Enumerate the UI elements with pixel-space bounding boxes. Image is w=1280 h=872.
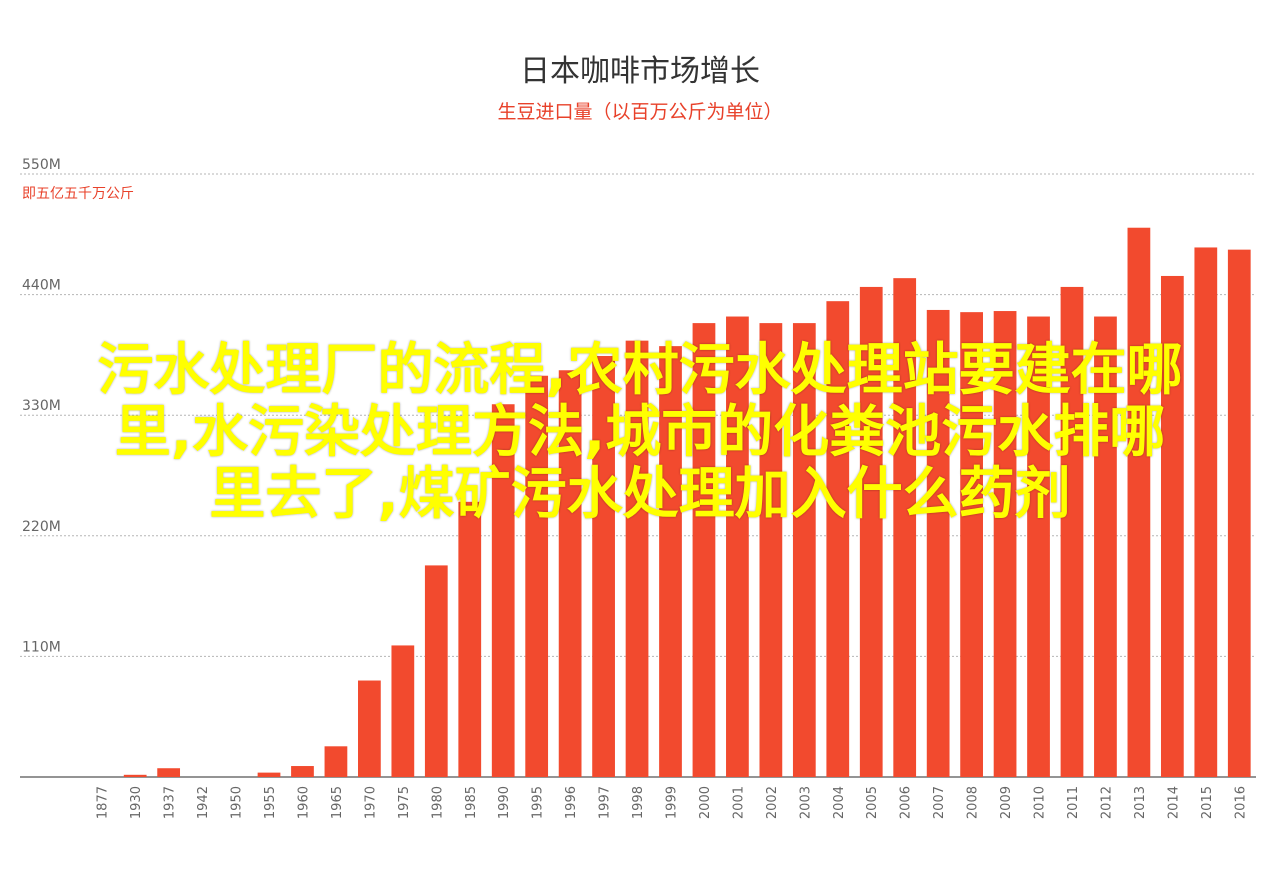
bar-2014 <box>1160 275 1184 777</box>
bar-2016 <box>1227 249 1251 777</box>
x-tick-label: 2004 <box>832 786 847 819</box>
bar-2001 <box>726 316 749 777</box>
bar-1975 <box>391 645 415 777</box>
bar-1955 <box>257 772 281 777</box>
x-tick-label: 1975 <box>397 786 412 819</box>
x-tick-label: 1942 <box>196 786 211 819</box>
x-tick-label: 1955 <box>263 786 278 819</box>
bar-1998 <box>625 340 649 777</box>
x-tick-label: 2000 <box>698 786 713 819</box>
bar-2006 <box>893 278 917 777</box>
y-tick-label: 440M <box>22 278 61 294</box>
bars <box>123 227 1251 778</box>
bar-1965 <box>324 746 348 777</box>
bar-2012 <box>1094 316 1117 777</box>
bar-2009 <box>993 311 1017 777</box>
x-tick-label: 2016 <box>1233 786 1248 819</box>
bar-2003 <box>792 323 816 777</box>
bar-1930 <box>123 774 147 777</box>
x-tick-label: 1970 <box>363 786 378 819</box>
bar-2013 <box>1127 227 1151 778</box>
y-tick-label: 220M <box>22 519 61 535</box>
bar-2007 <box>926 309 950 777</box>
x-tick-label: 1998 <box>631 786 646 819</box>
chart-subtitle: 生豆进口量（以百万公斤为单位） <box>497 101 783 123</box>
overlay-line: 污水处理厂的流程,农村污水处理站要建在哪 <box>97 338 1183 403</box>
y-tick-label: 330M <box>22 398 61 414</box>
bar-1996 <box>558 370 582 777</box>
x-tick-label: 2005 <box>865 786 880 819</box>
x-tick-label: 1980 <box>430 786 445 819</box>
y-tick-labels: 110M 220M 330M 440M 550M <box>22 157 61 655</box>
x-tick-label: 1965 <box>330 786 345 819</box>
overlay-line: 里去了,煤矿污水处理加入什么药剂 <box>209 462 1071 527</box>
x-tick-label: 2003 <box>798 786 813 819</box>
x-tick-label: 2014 <box>1166 786 1181 819</box>
x-tick-label: 2010 <box>1033 786 1048 819</box>
bar-2002 <box>759 323 783 777</box>
bar-2004 <box>826 301 850 777</box>
bar-1985 <box>458 501 482 777</box>
bar-2005 <box>859 286 883 777</box>
x-tick-label: 1996 <box>564 786 579 819</box>
x-tick-label: 1950 <box>230 786 245 819</box>
x-tick-label: 2009 <box>999 786 1014 819</box>
x-tick-labels: 1877 1930 1937 1942 1950 1955 1960 1965 1970 1975… <box>96 786 1249 819</box>
bar-2008 <box>960 312 983 777</box>
bar-1970 <box>358 680 381 777</box>
bar-2015 <box>1194 247 1218 777</box>
bar-1990 <box>491 404 515 777</box>
bar-1937 <box>157 768 181 777</box>
bar-1999 <box>659 346 682 777</box>
x-tick-label: 2007 <box>932 786 947 819</box>
bar-2011 <box>1060 286 1084 777</box>
x-tick-label: 2015 <box>1200 786 1215 819</box>
x-tick-label: 2006 <box>899 786 914 819</box>
x-tick-label: 1937 <box>163 786 178 819</box>
overlay-text: 污水处理厂的流程,农村污水处理站要建在哪 里,水污染处理方法,城市的化粪池污水排… <box>0 340 1280 526</box>
x-tick-label: 2013 <box>1133 786 1148 819</box>
x-tick-label: 1997 <box>598 786 613 819</box>
bar-1997 <box>592 355 615 777</box>
x-tick-label: 1999 <box>665 786 680 819</box>
x-tick-label: 1995 <box>531 786 546 819</box>
x-tick-label: 2011 <box>1066 786 1081 819</box>
bar-1995 <box>525 375 549 777</box>
x-tick-label: 1990 <box>497 786 512 819</box>
y-tick-label: 110M <box>22 639 61 655</box>
bar-1960 <box>291 766 314 777</box>
bar-2010 <box>1027 316 1050 777</box>
x-tick-label: 2001 <box>731 786 746 819</box>
x-tick-label: 1930 <box>129 786 144 819</box>
x-tick-label: 2008 <box>966 786 981 819</box>
overlay-line: 里,水污染处理方法,城市的化粪池污水排哪 <box>114 400 1166 465</box>
x-tick-label: 1985 <box>464 786 479 819</box>
x-tick-label: 1960 <box>296 786 311 819</box>
x-tick-label: 2012 <box>1099 786 1114 819</box>
x-tick-label: 2002 <box>765 786 780 819</box>
x-tick-label: 1877 <box>96 786 111 819</box>
y-axis-unit-note: 即五亿五千万公斤 <box>22 186 134 202</box>
chart-title: 日本咖啡市场增长 <box>520 54 760 89</box>
bar-1980 <box>424 565 448 777</box>
y-tick-label: 550M <box>22 157 61 173</box>
bar-2000 <box>692 323 716 777</box>
